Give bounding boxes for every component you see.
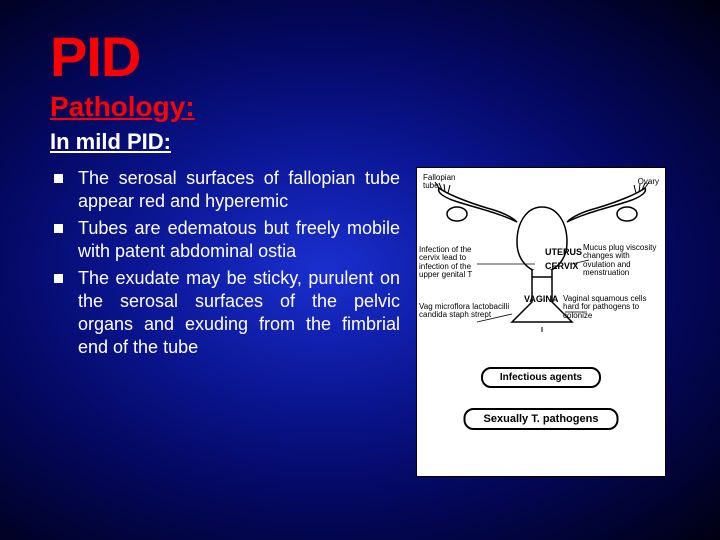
slide: PID Pathology: In mild PID: The serosal … (0, 0, 720, 540)
label-ovary: Ovary (638, 178, 659, 186)
pathogens-box: Sexually T. pathogens (464, 408, 619, 430)
list-item: The serosal surfaces of fallopian tube a… (50, 167, 400, 213)
label-right-note-2: Vaginal squamous cells hard for pathogen… (563, 295, 663, 320)
label-right-note-1: Mucus plug viscosity changes with ovulat… (583, 244, 663, 278)
anatomy-figure: Fallopian tube Ovary UTERUS CERVIX VAGIN… (416, 167, 666, 477)
label-left-note-1: Infection of the cervix lead to infectio… (419, 246, 479, 280)
label-cervix: CERVIX (545, 262, 578, 271)
list-item: The exudate may be sticky, purulent on t… (50, 267, 400, 359)
section-heading: In mild PID: (50, 129, 680, 155)
label-vagina: VAGINA (524, 295, 558, 304)
label-left-note-2: Vag microflora lactobacilli candida stap… (419, 303, 514, 320)
subtitle: Pathology: (50, 91, 680, 123)
label-fallopian: Fallopian tube (423, 174, 463, 191)
infectious-agents-box: Infectious agents (481, 367, 601, 388)
content-wrap: The serosal surfaces of fallopian tube a… (50, 167, 680, 477)
label-uterus: UTERUS (545, 248, 582, 257)
page-title: PID (50, 24, 680, 89)
list-item: Tubes are edematous but freely mobile wi… (50, 217, 400, 263)
bullet-list: The serosal surfaces of fallopian tube a… (50, 167, 400, 477)
